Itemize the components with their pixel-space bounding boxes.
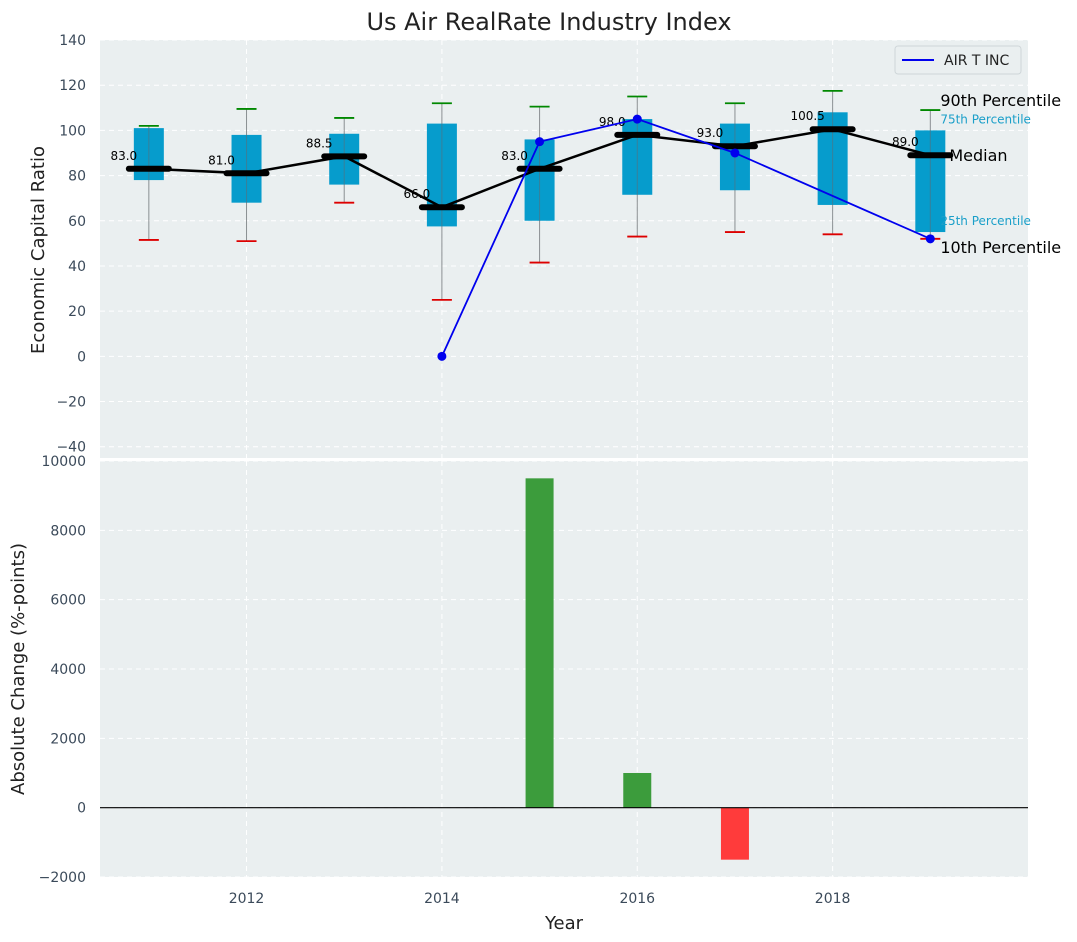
x-tick-label: 2016 bbox=[619, 891, 655, 907]
median-value-label: 89.0 bbox=[892, 135, 919, 149]
bottom-y-tick-label: 6000 bbox=[50, 593, 86, 609]
x-tick-label: 2012 bbox=[229, 891, 265, 907]
median-value-label: 88.5 bbox=[306, 136, 333, 150]
median-value-label: 98.0 bbox=[599, 115, 626, 129]
company-series bbox=[437, 114, 935, 361]
legend: AIR T INC bbox=[894, 45, 1022, 75]
legend-box bbox=[894, 45, 1022, 75]
top-plot-background bbox=[100, 40, 1028, 458]
top-y-tick-label: 20 bbox=[68, 304, 86, 320]
bottom-y-tick-label: 0 bbox=[77, 801, 86, 817]
annotation-10th-percentile: 10th Percentile bbox=[940, 238, 1061, 257]
bottom-y-tick-label: −2000 bbox=[39, 870, 86, 886]
top-y-tick-label: 40 bbox=[68, 259, 86, 275]
median-value-label: 83.0 bbox=[501, 149, 528, 163]
annotation-75th-percentile: 75th Percentile bbox=[940, 112, 1031, 126]
bottom-y-axis-label: Absolute Change (%-points) bbox=[8, 543, 29, 795]
chart-title: Us Air RealRate Industry Index bbox=[366, 8, 731, 36]
series-point bbox=[535, 137, 545, 147]
bottom-y-tick-label: 10000 bbox=[41, 454, 86, 470]
top-y-tick-label: −20 bbox=[56, 395, 86, 411]
bottom-y-tick-label: 4000 bbox=[50, 662, 86, 678]
change-bar bbox=[525, 478, 554, 808]
series-point bbox=[925, 234, 935, 244]
legend-label-air-t-inc: AIR T INC bbox=[944, 53, 1009, 69]
median-line-group: 83.0 81.0 88.5 66.0 83.0 98.0 93.0 100.5 89.0 bbox=[110, 109, 954, 211]
top-y-tick-label: 140 bbox=[59, 33, 86, 49]
annotation-90th-percentile: 90th Percentile bbox=[940, 91, 1061, 110]
top-y-ticks: −40 −20 0 20 40 60 80 100 120 140 bbox=[56, 33, 86, 456]
median-value-label: 66.0 bbox=[404, 187, 431, 201]
x-axis-label: Year bbox=[544, 913, 584, 934]
x-ticks: 2012 2014 2016 2018 bbox=[229, 891, 851, 907]
top-y-tick-label: 0 bbox=[77, 349, 86, 365]
change-bars bbox=[100, 478, 1028, 860]
median-value-label: 93.0 bbox=[697, 126, 724, 140]
top-y-tick-label: −40 bbox=[56, 440, 86, 456]
bottom-y-ticks: −2000 0 2000 4000 6000 8000 10000 bbox=[39, 454, 86, 886]
x-tick-label: 2014 bbox=[424, 891, 460, 907]
top-y-tick-label: 120 bbox=[59, 78, 86, 94]
series-point bbox=[730, 148, 740, 158]
median-value-label: 100.5 bbox=[790, 109, 824, 123]
top-y-tick-label: 60 bbox=[68, 214, 86, 230]
series-point bbox=[632, 114, 642, 124]
median-value-label: 83.0 bbox=[110, 149, 137, 163]
annotation-median: Median bbox=[949, 146, 1007, 165]
bottom-y-tick-label: 2000 bbox=[50, 731, 86, 747]
percentile-annotations: 90th Percentile 75th Percentile Median 25th… bbox=[940, 91, 1061, 257]
x-tick-label: 2018 bbox=[815, 891, 851, 907]
top-y-axis-label: Economic Capital Ratio bbox=[28, 146, 49, 354]
series-point bbox=[437, 351, 447, 361]
change-bar bbox=[720, 807, 749, 860]
median-value-label: 81.0 bbox=[208, 153, 235, 167]
change-bar bbox=[623, 773, 652, 808]
top-y-tick-label: 80 bbox=[68, 169, 86, 185]
bottom-y-tick-label: 8000 bbox=[50, 523, 86, 539]
annotation-25th-percentile: 25th Percentile bbox=[940, 214, 1031, 228]
top-y-tick-label: 100 bbox=[59, 123, 86, 139]
